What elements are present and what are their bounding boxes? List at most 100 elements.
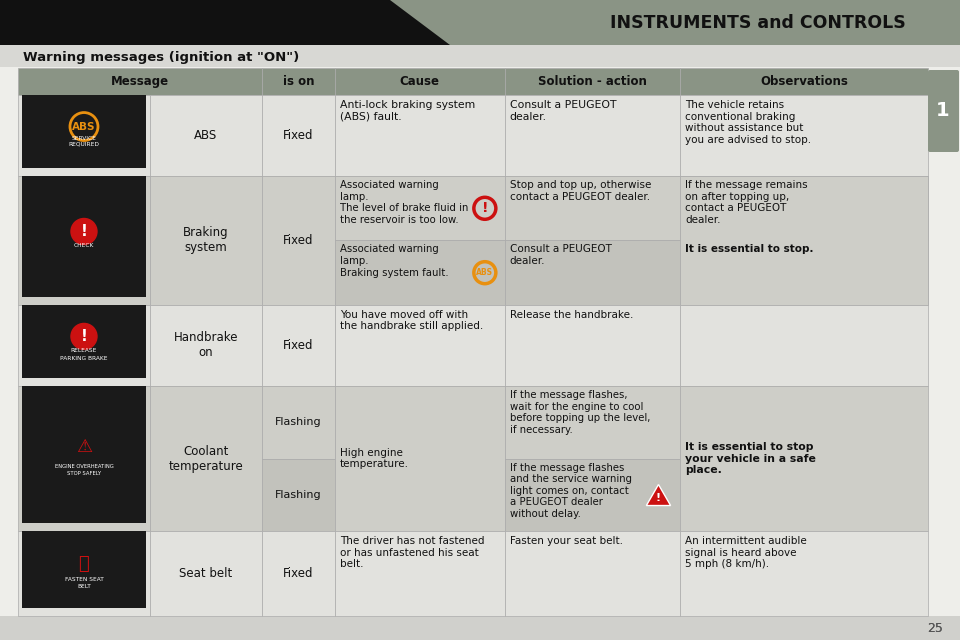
Text: STOP SAFELY: STOP SAFELY (67, 471, 101, 476)
Bar (505, 386, 681, 459)
Bar (22, 95, 146, 168)
Bar (0, 45, 960, 67)
Text: If the message flashes
and the service warning
light comes on, contact
a PEUGEOT: If the message flashes and the service w… (510, 463, 632, 519)
Bar (505, 305, 681, 386)
Polygon shape (390, 0, 960, 45)
Bar (505, 459, 681, 531)
Text: Fixed: Fixed (283, 234, 314, 247)
Bar (18, 176, 150, 305)
Text: Fasten your seat belt.: Fasten your seat belt. (510, 536, 623, 546)
Bar (262, 305, 335, 386)
Text: ⚠: ⚠ (76, 438, 92, 456)
Text: RELEASE: RELEASE (71, 348, 97, 353)
Bar (505, 531, 681, 616)
Bar (335, 68, 505, 95)
Bar (262, 95, 335, 176)
Text: Cause: Cause (399, 75, 440, 88)
Text: PARKING BRAKE: PARKING BRAKE (60, 356, 108, 361)
Bar (681, 176, 928, 305)
Text: Message: Message (110, 75, 169, 88)
Text: Coolant
temperature: Coolant temperature (169, 445, 243, 472)
Text: Observations: Observations (760, 75, 849, 88)
Bar (18, 531, 150, 616)
Text: Solution - action: Solution - action (539, 75, 647, 88)
Text: If the message remains
on after topping up,
contact a PEUGEOT
dealer.: If the message remains on after topping … (685, 180, 808, 225)
Bar (18, 95, 150, 176)
Bar (150, 305, 262, 386)
Bar (681, 176, 928, 241)
Bar (335, 241, 505, 305)
Text: If the message flashes,
wait for the engine to cool
before topping up the level,: If the message flashes, wait for the eng… (510, 390, 650, 435)
Bar (681, 531, 928, 616)
Bar (18, 68, 262, 95)
Bar (505, 68, 681, 95)
Text: 25: 25 (927, 621, 943, 634)
Bar (505, 176, 681, 241)
Bar (505, 241, 681, 305)
Bar (262, 176, 335, 305)
Text: !: ! (482, 202, 488, 215)
Text: is on: is on (282, 75, 314, 88)
Bar (150, 386, 262, 531)
Bar (335, 386, 505, 531)
Bar (0, 0, 960, 45)
Text: Flashing: Flashing (275, 490, 322, 500)
Text: It is essential to stop.: It is essential to stop. (685, 244, 814, 255)
Text: !: ! (81, 329, 87, 344)
Text: FASTEN SEAT: FASTEN SEAT (64, 577, 104, 582)
Text: Warning messages (ignition at "ON"): Warning messages (ignition at "ON") (23, 51, 300, 63)
Text: ENGINE OVERHEATING: ENGINE OVERHEATING (55, 464, 113, 469)
Text: Fixed: Fixed (283, 129, 314, 142)
Text: BELT: BELT (77, 584, 91, 589)
Text: Stop and top up, otherwise
contact a PEUGEOT dealer.: Stop and top up, otherwise contact a PEU… (510, 180, 651, 202)
Bar (262, 68, 335, 95)
Text: Flashing: Flashing (275, 417, 322, 428)
Bar (150, 176, 262, 305)
Text: SERVICE
REQUIRED: SERVICE REQUIRED (68, 136, 100, 147)
Text: It is essential to stop
your vehicle in a safe
place.: It is essential to stop your vehicle in … (685, 442, 816, 475)
Bar (681, 305, 928, 386)
Circle shape (71, 323, 97, 349)
Text: An intermittent audible
signal is heard above
5 mph (8 km/h).: An intermittent audible signal is heard … (685, 536, 807, 570)
Text: INSTRUMENTS and CONTROLS: INSTRUMENTS and CONTROLS (611, 14, 906, 32)
Bar (335, 95, 505, 176)
Bar (681, 95, 928, 176)
Bar (681, 241, 928, 305)
Text: 25: 25 (927, 621, 943, 634)
Text: The vehicle retains
conventional braking
without assistance but
you are advised : The vehicle retains conventional braking… (685, 100, 811, 145)
Text: ABS: ABS (72, 122, 96, 132)
Text: Associated warning
lamp.
Braking system fault.: Associated warning lamp. Braking system … (340, 244, 448, 278)
Text: ⛔: ⛔ (79, 555, 89, 573)
Text: Anti-lock braking system
(ABS) fault.: Anti-lock braking system (ABS) fault. (340, 100, 475, 122)
Bar (22, 305, 146, 378)
Text: The driver has not fastened
or has unfastened his seat
belt.: The driver has not fastened or has unfas… (340, 536, 484, 570)
Text: Fixed: Fixed (283, 339, 314, 352)
Text: You have moved off with
the handbrake still applied.: You have moved off with the handbrake st… (340, 310, 483, 332)
Text: Seat belt: Seat belt (180, 567, 232, 580)
Text: Fixed: Fixed (283, 567, 314, 580)
Bar (262, 531, 335, 616)
Bar (335, 176, 505, 241)
Text: ABS: ABS (194, 129, 218, 142)
Bar (335, 531, 505, 616)
Bar (150, 531, 262, 616)
Bar (22, 386, 146, 524)
Text: Braking
system: Braking system (183, 227, 228, 255)
Text: Consult a PEUGEOT
dealer.: Consult a PEUGEOT dealer. (510, 100, 616, 122)
Bar (18, 386, 150, 531)
Text: CHECK: CHECK (74, 243, 94, 248)
Bar (22, 176, 146, 297)
Bar (262, 459, 335, 531)
Text: Release the handbrake.: Release the handbrake. (510, 310, 634, 320)
Bar (150, 95, 262, 176)
Text: Handbrake
on: Handbrake on (174, 332, 238, 360)
Text: ABS: ABS (476, 268, 493, 277)
Text: !: ! (656, 493, 661, 502)
Bar (18, 305, 150, 386)
Text: High engine
temperature.: High engine temperature. (340, 448, 409, 469)
Text: Consult a PEUGEOT
dealer.: Consult a PEUGEOT dealer. (510, 244, 612, 266)
Bar (335, 305, 505, 386)
Bar (505, 95, 681, 176)
FancyBboxPatch shape (928, 70, 959, 152)
Bar (681, 68, 928, 95)
